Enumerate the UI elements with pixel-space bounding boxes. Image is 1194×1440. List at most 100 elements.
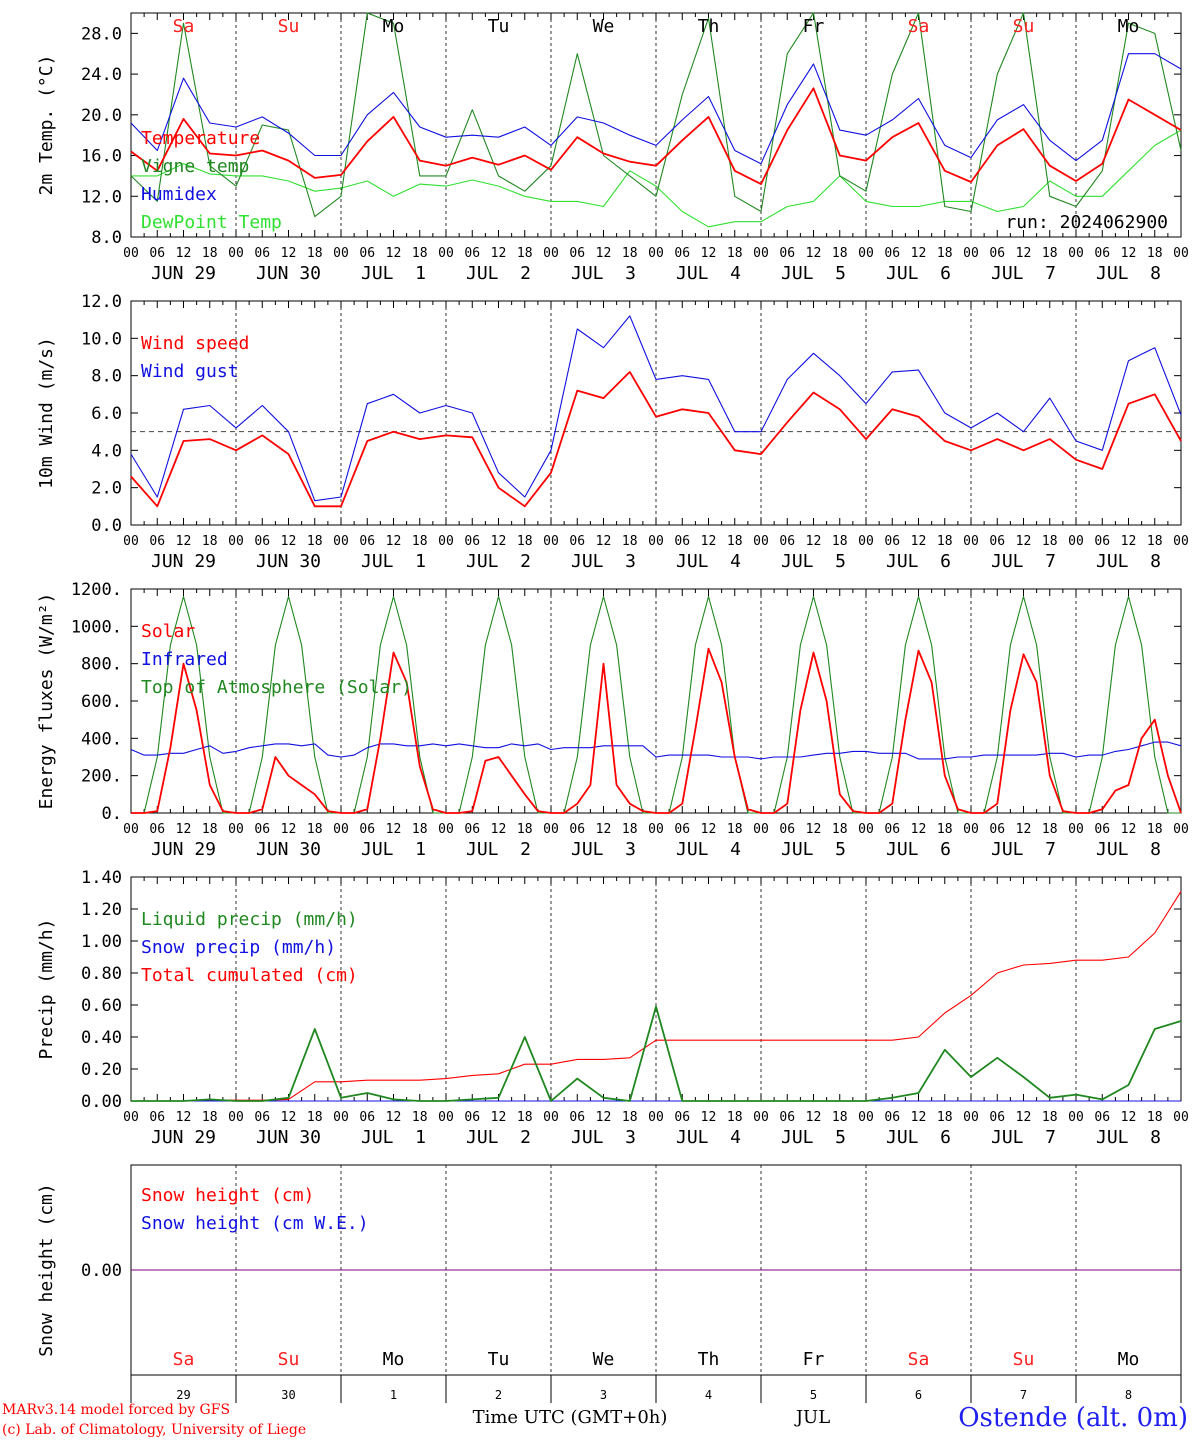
hour-tick-label: 18 [307,534,323,549]
hour-tick-label: 12 [911,246,927,261]
hour-tick-label: 18 [832,1110,848,1125]
hour-tick-label: 00 [648,1110,664,1125]
hour-tick-label: 00 [543,1110,559,1125]
hour-tick-label: 00 [228,534,244,549]
weekday-label: Su [1013,1349,1035,1370]
hour-tick-label: 06 [779,822,795,837]
hour-tick-label: 06 [779,246,795,261]
y-tick-label: 16.0 [81,147,122,167]
hour-tick-label: 12 [1121,246,1137,261]
day-number-label: 6 [915,1388,922,1402]
hour-tick-label: 12 [491,246,507,261]
date-label: JUL 2 [466,263,531,284]
hour-tick-label: 00 [1068,246,1084,261]
y-tick-label: 1.00 [81,932,122,952]
hour-tick-label: 00 [648,534,664,549]
plot-frame [130,300,1182,526]
hour-tick-label: 00 [858,534,874,549]
hour-tick-label: 06 [359,822,375,837]
hour-tick-label: 12 [701,822,717,837]
weekday-label: Mo [383,16,405,37]
hour-tick-label: 12 [281,822,297,837]
date-label: JUL 5 [781,1127,846,1148]
date-label: JUN 29 [151,1127,216,1148]
run-label: run: 2024062900 [1005,212,1168,233]
y-tick-label: 8.0 [91,367,122,387]
day-number-label: 3 [600,1388,607,1402]
hour-tick-label: 06 [254,534,270,549]
hour-tick-label: 00 [1068,1110,1084,1125]
hour-tick-label: 18 [832,534,848,549]
hour-tick-label: 12 [386,1110,402,1125]
hour-tick-label: 00 [753,1110,769,1125]
weekday-label: Su [278,1349,300,1370]
hour-tick-label: 18 [727,822,743,837]
hour-tick-label: 12 [1121,822,1137,837]
hour-tick-label: 06 [359,246,375,261]
y-tick-label: 8.0 [91,228,122,248]
station-label: Ostende (alt. 0m) [958,1403,1188,1433]
hour-tick-label: 06 [569,1110,585,1125]
series-line-wind-gust [130,315,1182,502]
y-axis-label: Snow height (cm) [36,1183,57,1356]
hour-tick-label: 06 [464,534,480,549]
weekday-label: Mo [1118,16,1140,37]
hour-tick-label: 00 [963,246,979,261]
series-line-vigne-temp [130,12,1182,218]
hour-tick-label: 12 [1121,534,1137,549]
legend-entry: Snow height (cm) [141,1185,314,1206]
hour-tick-label: 18 [1147,822,1163,837]
legend-entry: Liquid precip (mm/h) [141,909,358,930]
hour-tick-label: 18 [937,246,953,261]
y-tick-label: 20.0 [81,106,122,126]
hour-tick-label: 18 [202,534,218,549]
hour-tick-label: 00 [648,246,664,261]
date-label: JUN 29 [151,263,216,284]
hour-tick-label: 18 [937,534,953,549]
legend-entry: Wind speed [141,333,249,354]
hour-tick-label: 18 [727,246,743,261]
hour-tick-label: 12 [1016,534,1032,549]
y-tick-label: 10.0 [81,329,122,349]
legend-entry: Temperature [141,128,260,149]
hour-tick-label: 18 [202,246,218,261]
hour-tick-label: 06 [149,822,165,837]
plot-frame [130,588,1182,814]
hour-tick-label: 00 [438,534,454,549]
hour-tick-label: 18 [412,1110,428,1125]
footer-copyright: (c) Lab. of Climatology, University of L… [2,1422,306,1438]
weekday-label: Sa [908,16,930,37]
hour-tick-label: 00 [333,1110,349,1125]
y-tick-label: 1200. [71,580,122,600]
hour-tick-label: 18 [1042,822,1058,837]
date-label: JUL 6 [886,551,951,572]
hour-tick-label: 12 [701,1110,717,1125]
panel-snow: Sa 29 Su 30 Mo 1 Tu 2 We 3 Th 4 Fr 5 Sa 6 Su 7 Mo 8 0.00 Snow… [36,1164,1182,1403]
hour-tick-label: 12 [491,822,507,837]
legend-entry: Infrared [141,649,228,670]
day-number-label: 1 [390,1388,397,1402]
date-label: JUN 29 [151,839,216,860]
date-label: JUL 3 [571,1127,636,1148]
date-label: JUL 2 [466,839,531,860]
series-line-liquid-precip-mm-h- [131,1005,1182,1102]
date-label: JUL 3 [571,263,636,284]
weekday-label: Mo [1118,1349,1140,1370]
hour-tick-label: 18 [937,1110,953,1125]
date-label: JUL 8 [1096,263,1161,284]
y-tick-label: 0.00 [81,1261,122,1281]
day-number-label: 5 [810,1388,817,1402]
hour-tick-label: 18 [307,246,323,261]
date-label: JUL 6 [886,839,951,860]
legend-entry: DewPoint Temp [141,212,282,233]
hour-tick-label: 00 [963,534,979,549]
x-axis-title: Time UTC (GMT+0h) [473,1407,668,1428]
hour-tick-label: 06 [1094,534,1110,549]
hour-tick-label: 06 [884,822,900,837]
hour-tick-label: 18 [622,534,638,549]
hour-tick-label: 06 [1094,246,1110,261]
hour-tick-label: 18 [307,1110,323,1125]
weekday-label: Tu [488,1349,510,1370]
y-axis-label: Energy fluxes (W/m²) [36,593,57,810]
hour-tick-label: 12 [386,534,402,549]
